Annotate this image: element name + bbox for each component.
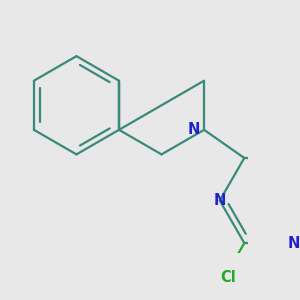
Text: N: N [287, 236, 300, 250]
Text: N: N [188, 122, 200, 137]
Text: N: N [214, 193, 226, 208]
Text: Cl: Cl [220, 270, 236, 285]
